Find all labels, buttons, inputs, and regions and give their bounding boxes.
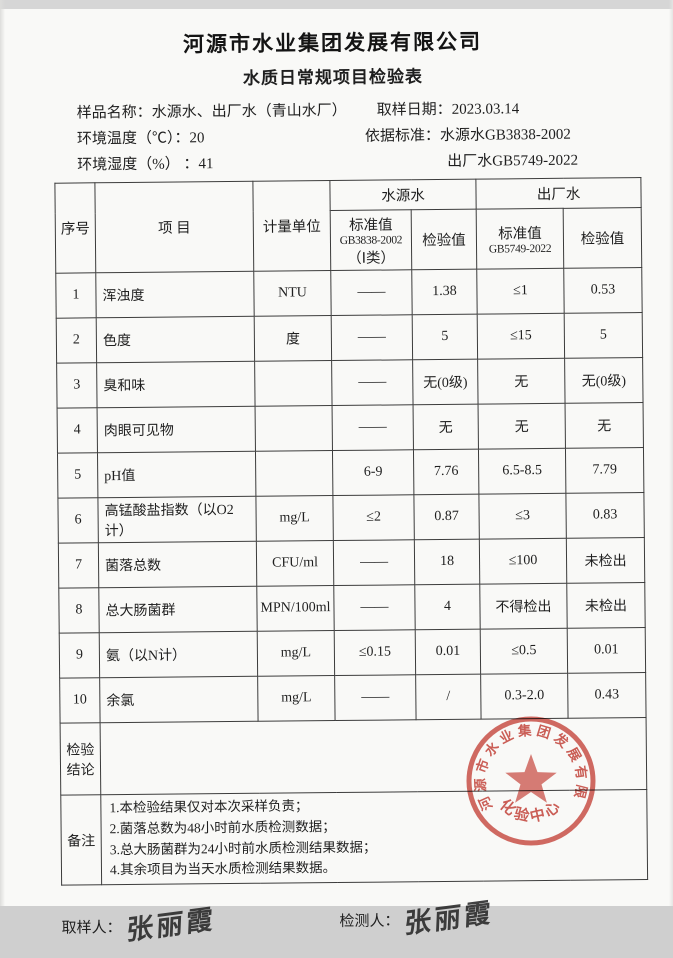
sampling-date: 取样日期：2023.03.14	[376, 101, 520, 119]
table-row: 5 pH值 6-9 7.76 6.5-8.5 7.79	[57, 447, 644, 499]
table-row: 3 臭和味 —— 无(0级) 无无(0级)	[56, 357, 644, 409]
remark-row: 备注 1.本检验结果仅对本次采样负责； 2.菌落总数为48小时前水质检测数据； …	[60, 789, 648, 886]
sample-info-block: 样品名称：水源水、出厂水（青山水厂） 取样日期：2023.03.14 环境温度（…	[77, 95, 671, 179]
sampler-label: 取样人：	[61, 920, 122, 937]
col-header-no: 序号	[54, 182, 96, 274]
tester-label: 检测人：	[339, 913, 400, 930]
standard-reference: 依据标准：水源水GB3838-2002	[364, 126, 571, 145]
sample-name-label: 样品名称：	[76, 104, 152, 122]
tester-field: 检测人： 张丽霞	[339, 894, 494, 939]
table-row: 2 色度度 —— 5 ≤15 5	[56, 312, 643, 364]
table-row: 4 肉眼可见物 —— 无无无	[57, 402, 644, 454]
col-group-source-water: 水源水	[329, 179, 477, 211]
conclusion-row: 检验 结论	[60, 717, 647, 796]
col-header-source-standard: 标准值 GB3838-2002 （Ⅰ类）	[330, 209, 412, 271]
tester-signature: 张丽霞	[403, 897, 495, 940]
sample-name-value: 水源水、出厂水（青山水厂）	[151, 102, 347, 121]
table-row: 9 氨（以N计） mg/L ≤0.15 0.01 ≤0.5 0.01	[59, 627, 646, 679]
sampler-field: 取样人： 张丽霞	[61, 900, 216, 946]
conclusion-label: 检验 结论	[60, 722, 101, 796]
col-header-source-value: 检验值	[411, 209, 477, 270]
inspection-table: 序号 项 目 计量单位 水源水 出厂水 标准值 GB3838-2002 （Ⅰ类）…	[54, 177, 648, 886]
table-row: 6 高锰酸盐指数（以O2计） mg/L ≤2 0.87 ≤3 0.83	[57, 492, 645, 544]
humidity-value: 41	[198, 156, 214, 173]
col-header-factory-value: 检验值	[563, 207, 642, 269]
remark-line: 4.其余项目为当天水质检测结果数据。	[109, 860, 337, 878]
col-header-unit: 计量单位	[252, 180, 331, 272]
scan-edge-top	[0, 0, 673, 9]
conclusion-value	[100, 717, 647, 795]
standard-factory: 出厂水GB5749-2022	[447, 152, 579, 170]
temperature-label: 环境温度（℃）：	[76, 130, 190, 148]
col-header-factory-standard: 标准值 GB5749-2022	[476, 208, 564, 270]
document-body: 河源市水业集团发展有限公司 水质日常规项目检验表 样品名称：水源水、出厂水（青山…	[54, 29, 671, 946]
scan-edge-right	[669, 0, 673, 906]
sampler-signature: 张丽霞	[125, 903, 217, 947]
remark-label: 备注	[60, 794, 102, 886]
table-row: 8 总大肠菌群 MPN/100ml —— 4 不得检出 未检出	[58, 582, 646, 634]
footer-signatures: 取样人： 张丽霞 检测人： 张丽霞	[4, 892, 673, 958]
temperature-value: 20	[189, 130, 205, 147]
col-group-factory-water: 出厂水	[475, 177, 642, 210]
scan-edge-left	[0, 0, 5, 906]
humidity-label: 环境湿度（%） ：	[77, 156, 199, 174]
table-row: 1 浑浊度 NTU —— 1.38 ≤1 0.53	[55, 267, 643, 319]
company-title: 河源市水业集团发展有限公司	[182, 29, 483, 57]
remark-content: 1.本检验结果仅对本次采样负责； 2.菌落总数为48小时前水质检测数据； 3.总…	[100, 789, 648, 885]
table-row: 10 余氯 mg/L ——/0.3-2.0 0.43	[59, 672, 647, 724]
col-header-item: 项 目	[94, 181, 254, 273]
form-title: 水质日常规项目检验表	[242, 67, 423, 88]
info-row-3: 环境湿度（%） ：41 出厂水GB5749-2022	[77, 147, 670, 179]
table-row: 7 菌落总数 CFU/ml —— 18 ≤100 未检出	[58, 537, 645, 589]
